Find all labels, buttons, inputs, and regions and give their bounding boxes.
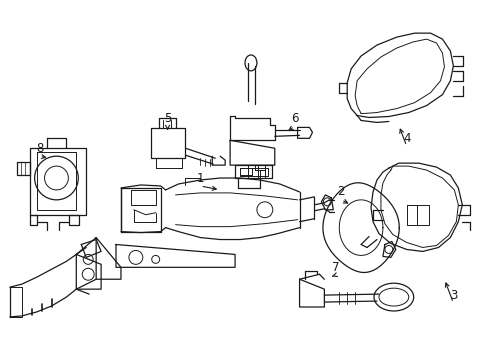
Text: 3: 3 xyxy=(449,289,456,302)
Text: 1: 1 xyxy=(196,171,203,185)
Text: 5: 5 xyxy=(163,112,171,125)
Text: 7: 7 xyxy=(331,261,338,274)
Text: 2: 2 xyxy=(337,185,345,198)
Text: 8: 8 xyxy=(36,142,43,155)
Text: 4: 4 xyxy=(402,132,409,145)
Text: 6: 6 xyxy=(290,112,298,125)
